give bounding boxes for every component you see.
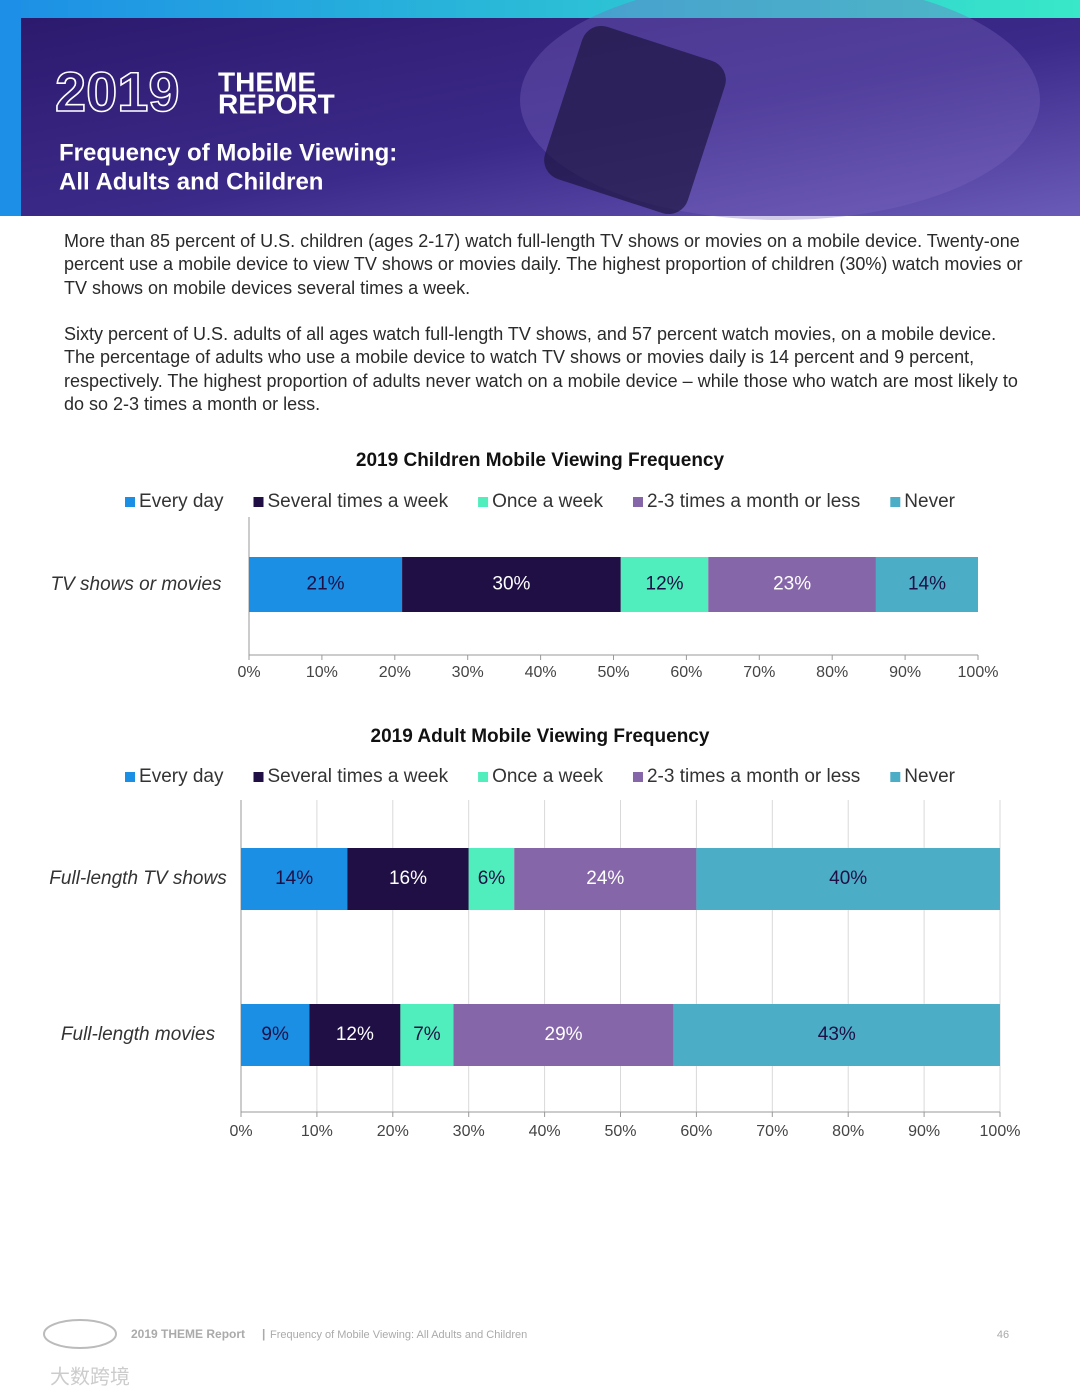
x-tick-label: 90% bbox=[908, 1123, 940, 1140]
legend-label: Once a week bbox=[492, 491, 603, 512]
legend-label: Several times a week bbox=[268, 766, 449, 787]
legend-label: Never bbox=[904, 766, 955, 787]
legend-swatch bbox=[890, 772, 901, 782]
page-title: Frequency of Mobile Viewing: bbox=[59, 139, 397, 166]
chart-title: 2019 Adult Mobile Viewing Frequency bbox=[371, 726, 710, 747]
x-tick-label: 50% bbox=[604, 1123, 636, 1140]
watermark: 大数跨境 bbox=[50, 1365, 130, 1388]
legend-label: 2-3 times a month or less bbox=[647, 491, 860, 512]
bar-segment bbox=[696, 848, 1000, 910]
legend-swatch bbox=[478, 772, 489, 782]
data-label: 6% bbox=[478, 868, 506, 889]
data-label: 23% bbox=[773, 574, 811, 595]
legend-swatch bbox=[253, 497, 264, 507]
legend-label: Every day bbox=[139, 491, 224, 512]
x-tick-label: 20% bbox=[377, 1123, 409, 1140]
x-tick-label: 100% bbox=[958, 664, 999, 681]
x-tick-label: 90% bbox=[889, 664, 921, 681]
legend-label: Never bbox=[904, 491, 955, 512]
data-label: 30% bbox=[492, 574, 530, 595]
data-label: 14% bbox=[908, 574, 946, 595]
top-strip bbox=[0, 0, 1080, 18]
x-tick-label: 40% bbox=[529, 1123, 561, 1140]
legend-swatch bbox=[125, 772, 136, 782]
data-label: 14% bbox=[275, 868, 313, 889]
x-tick-label: 10% bbox=[306, 664, 338, 681]
legend-swatch bbox=[478, 497, 489, 507]
bar-segment bbox=[453, 1004, 674, 1066]
x-tick-label: 80% bbox=[832, 1123, 864, 1140]
data-label: 40% bbox=[829, 868, 867, 889]
x-tick-label: 20% bbox=[379, 664, 411, 681]
x-tick-label: 70% bbox=[743, 664, 775, 681]
paragraph: More than 85 percent of U.S. children (a… bbox=[64, 231, 1023, 298]
bar-segment bbox=[347, 848, 469, 910]
x-tick-label: 60% bbox=[680, 1123, 712, 1140]
logo-word: REPORT bbox=[218, 88, 335, 119]
category-label: TV shows or movies bbox=[50, 573, 222, 595]
legend-swatch bbox=[125, 497, 136, 507]
bar-segment bbox=[400, 1004, 454, 1066]
paragraph: Sixty percent of U.S. adults of all ages… bbox=[64, 324, 1018, 414]
legend-swatch bbox=[890, 497, 901, 507]
bar-segment bbox=[241, 848, 348, 910]
page-title: All Adults and Children bbox=[59, 168, 323, 195]
bar-segment bbox=[402, 557, 621, 612]
x-tick-label: 60% bbox=[670, 664, 702, 681]
footer-section: Frequency of Mobile Viewing: All Adults … bbox=[270, 1329, 527, 1341]
chart-title: 2019 Children Mobile Viewing Frequency bbox=[356, 450, 725, 471]
bar-segment bbox=[708, 557, 876, 612]
remote-illustration bbox=[544, 25, 726, 215]
x-tick-label: 30% bbox=[453, 1123, 485, 1140]
bar-segment bbox=[241, 1004, 310, 1066]
logo-word: THEME bbox=[218, 66, 316, 97]
footer-separator: | bbox=[262, 1327, 265, 1341]
legend-label: 2-3 times a month or less bbox=[647, 766, 860, 787]
category-label: Full-length TV shows bbox=[49, 868, 227, 889]
data-label: 7% bbox=[413, 1024, 441, 1045]
data-label: 29% bbox=[545, 1024, 583, 1045]
data-label: 12% bbox=[336, 1024, 374, 1045]
legend-label: Once a week bbox=[492, 766, 603, 787]
bar-segment bbox=[468, 848, 515, 910]
bar-segment bbox=[673, 1004, 1000, 1066]
footer-brand: 2019 THEME Report bbox=[131, 1327, 245, 1341]
legend-label: Several times a week bbox=[268, 491, 449, 512]
side-strip bbox=[0, 0, 21, 216]
bar-segment bbox=[249, 557, 403, 612]
bar-segment bbox=[309, 1004, 401, 1066]
x-tick-label: 100% bbox=[980, 1123, 1021, 1140]
page-number: 46 bbox=[997, 1329, 1009, 1341]
bar-segment bbox=[620, 557, 709, 612]
category-label: Full-length movies bbox=[60, 1024, 216, 1045]
data-label: 16% bbox=[389, 868, 427, 889]
x-tick-label: 10% bbox=[301, 1123, 333, 1140]
x-tick-label: 50% bbox=[597, 664, 629, 681]
footer-logo bbox=[43, 1319, 117, 1349]
legend-swatch bbox=[632, 772, 643, 782]
data-label: 9% bbox=[261, 1024, 289, 1045]
banner bbox=[21, 18, 1080, 216]
x-tick-label: 40% bbox=[525, 664, 557, 681]
data-label: 12% bbox=[646, 574, 684, 595]
bar-segment bbox=[875, 557, 978, 612]
x-tick-label: 70% bbox=[756, 1123, 788, 1140]
legend-swatch bbox=[632, 497, 643, 507]
x-tick-label: 0% bbox=[229, 1123, 252, 1140]
logo-year: 2019 bbox=[55, 60, 180, 123]
data-label: 21% bbox=[307, 574, 345, 595]
legend-label: Every day bbox=[139, 766, 224, 787]
x-tick-label: 80% bbox=[816, 664, 848, 681]
data-label: 43% bbox=[818, 1024, 856, 1045]
data-label: 24% bbox=[586, 868, 624, 889]
legend-swatch bbox=[253, 772, 264, 782]
bar-segment bbox=[514, 848, 697, 910]
x-tick-label: 0% bbox=[237, 664, 260, 681]
x-tick-label: 30% bbox=[452, 664, 484, 681]
